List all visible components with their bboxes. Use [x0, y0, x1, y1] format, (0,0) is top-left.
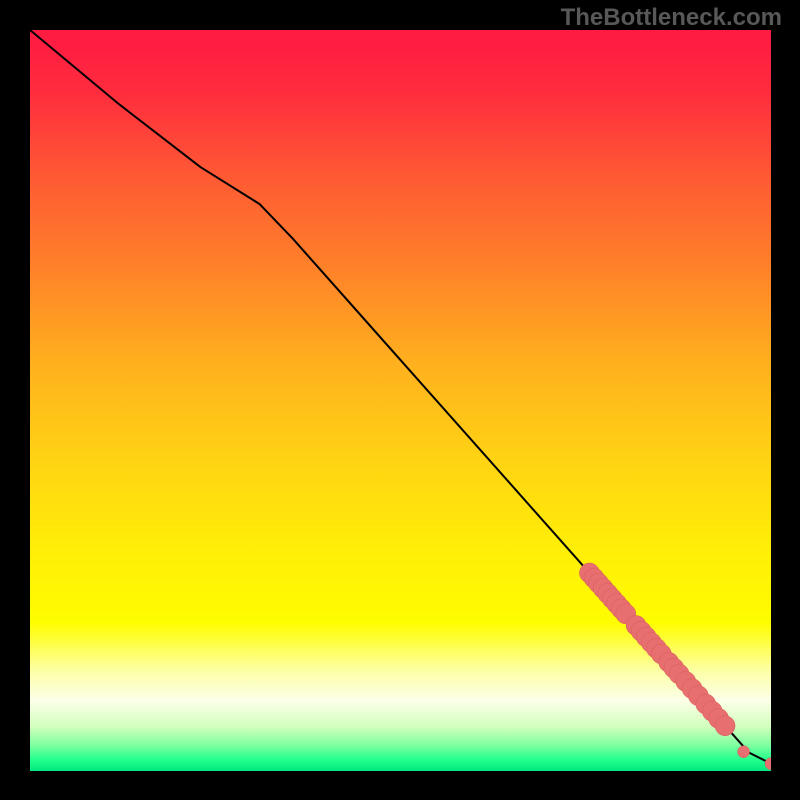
- data-marker: [715, 716, 735, 736]
- chart-svg: [30, 30, 771, 771]
- chart-frame: TheBottleneck.com: [0, 0, 800, 800]
- plot-area: [30, 30, 771, 771]
- data-marker: [738, 746, 750, 758]
- watermark-text: TheBottleneck.com: [561, 4, 782, 32]
